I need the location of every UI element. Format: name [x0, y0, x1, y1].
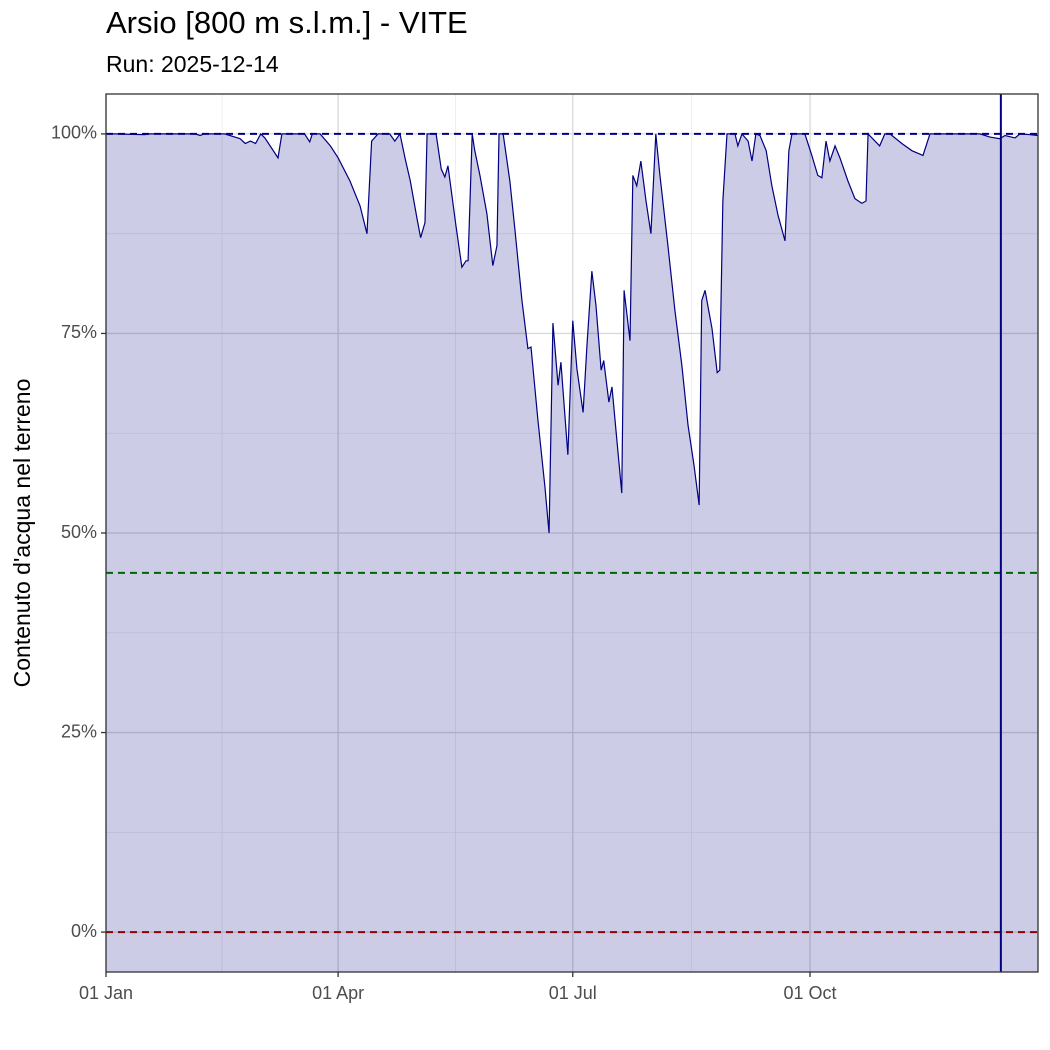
y-tick-label: 25%	[61, 721, 97, 741]
y-tick-label: 50%	[61, 522, 97, 542]
y-tick-label: 75%	[61, 322, 97, 342]
y-tick-label: 100%	[51, 123, 97, 143]
x-tick-label: 01 Apr	[312, 983, 364, 1003]
y-tick-label: 0%	[71, 921, 97, 941]
chart-title: Arsio [800 m s.l.m.] - VITE	[106, 5, 468, 40]
chart-subtitle: Run: 2025-12-14	[106, 51, 279, 77]
x-tick-label: 01 Oct	[784, 983, 837, 1003]
area	[106, 133, 1038, 972]
line	[106, 132, 1039, 534]
x-tick-label: 01 Jul	[549, 983, 597, 1003]
y-axis-label: Contenuto d'acqua nel terreno	[9, 379, 35, 688]
x-tick-label: 01 Jan	[79, 983, 133, 1003]
